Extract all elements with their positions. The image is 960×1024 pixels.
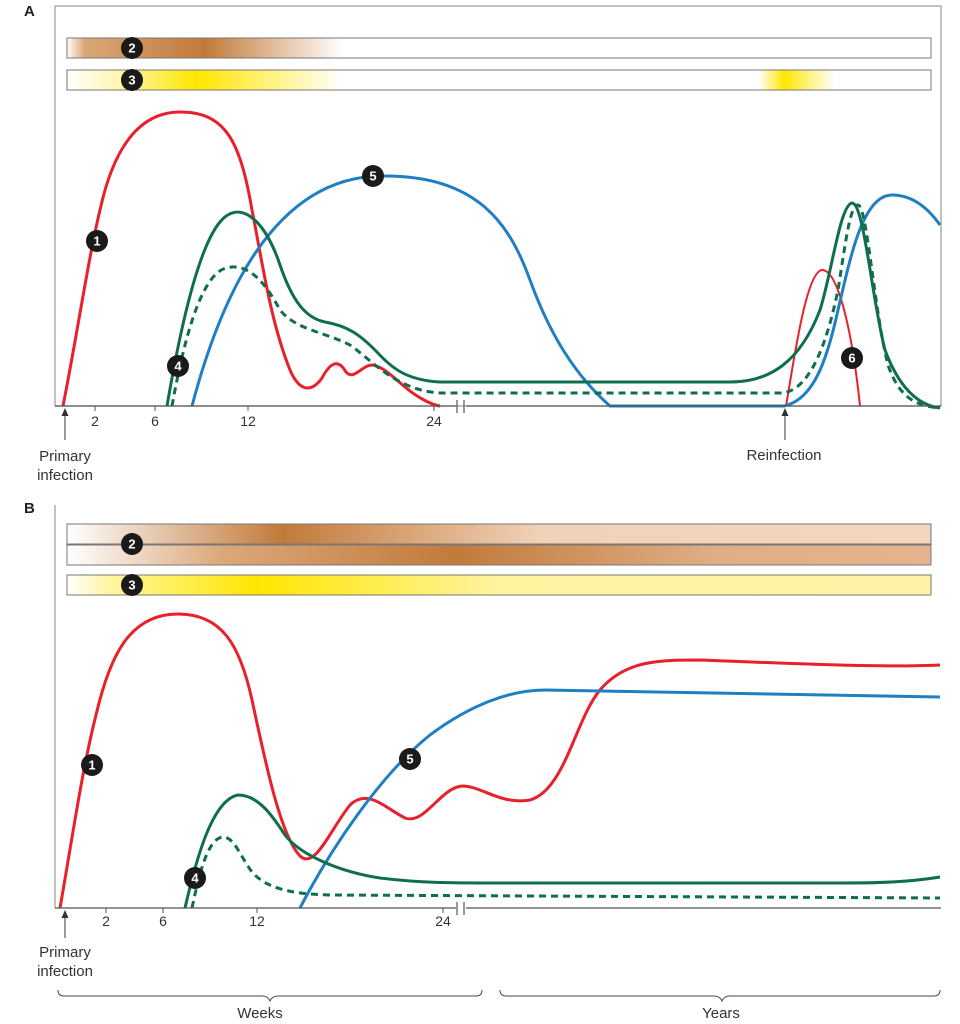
panel-b-curve-4-green-solid [183, 793, 941, 909]
panel-a-tick-2: 2 [91, 413, 99, 429]
panel-a-bar-3-badge: 3 [121, 69, 143, 91]
panel-b-primary-infection-arrow [61, 910, 69, 938]
svg-text:4: 4 [191, 871, 199, 886]
panel-b-tick-6: 6 [159, 913, 167, 929]
panel-a-curve-4-badge: 4 [167, 355, 189, 377]
panel-a-bar-3 [66, 69, 932, 91]
svg-text:5: 5 [369, 169, 376, 184]
panel-b-bar-2b [66, 544, 932, 566]
panel-b-tick-marks [105, 908, 444, 913]
svg-text:3: 3 [128, 578, 135, 593]
panel-b-curve-5-badge: 5 [399, 748, 421, 770]
panel-a-frame [54, 5, 942, 407]
panel-b-primary-label-2: infection [37, 963, 93, 980]
panel-a-curve-1-badge: 1 [86, 230, 108, 252]
panel-b-bar-3 [66, 574, 932, 596]
panel-a-reinfection-arrow [781, 408, 789, 440]
panel-a-letter: A [24, 3, 35, 20]
svg-text:4: 4 [174, 359, 182, 374]
panel-a-curve-4-green-dashed [170, 203, 941, 410]
panel-b-letter: B [24, 500, 35, 517]
panel-a-tick-6: 6 [151, 413, 159, 429]
panel-a-curve-4-green-solid [165, 201, 941, 410]
panel-a-tick-24: 24 [426, 413, 442, 429]
panel-a-primary-label-1: Primary [39, 448, 91, 465]
weeks-label: Weeks [237, 1005, 283, 1022]
years-label: Years [702, 1005, 740, 1022]
svg-text:5: 5 [406, 752, 413, 767]
svg-text:3: 3 [128, 73, 135, 88]
years-brace [499, 989, 941, 1003]
panel-a-curve-5-blue [190, 174, 942, 408]
panel-b-curve-4-green-dashed [190, 835, 941, 909]
panel-b: B 2 3 1 5 4 [24, 500, 941, 1022]
panel-a-curve-5-badge: 5 [362, 165, 384, 187]
panel-a-curve-6-badge: 6 [841, 347, 863, 369]
panel-b-bar-3-badge: 3 [121, 574, 143, 596]
panel-b-curve-1-badge: 1 [81, 754, 103, 776]
panel-a-bar-2 [66, 37, 932, 59]
panel-b-curve-1-red [58, 612, 941, 909]
panel-a-primary-label-2: infection [37, 467, 93, 484]
panel-b-curve-5-blue [298, 688, 941, 909]
panel-a-tick-marks [94, 406, 435, 411]
svg-text:2: 2 [128, 537, 135, 552]
panel-b-primary-label-1: Primary [39, 944, 91, 961]
panel-a-reinfection-label: Reinfection [746, 447, 821, 464]
weeks-brace [57, 989, 483, 1003]
panel-b-tick-2: 2 [102, 913, 110, 929]
panel-b-curve-4-badge: 4 [184, 867, 206, 889]
panel-b-tick-24: 24 [435, 913, 451, 929]
panel-b-tick-12: 12 [249, 913, 265, 929]
panel-a-primary-infection-arrow [61, 408, 69, 440]
panel-a-tick-12: 12 [240, 413, 256, 429]
svg-text:1: 1 [88, 758, 95, 773]
panel-a: A 2 3 1 5 4 [24, 3, 942, 484]
panel-a-bar-2-badge: 2 [121, 37, 143, 59]
svg-text:1: 1 [93, 234, 100, 249]
panel-b-bar-2-badge: 2 [121, 533, 143, 555]
svg-text:2: 2 [128, 41, 135, 56]
svg-text:6: 6 [848, 351, 855, 366]
panel-b-bar-2a [66, 523, 932, 545]
